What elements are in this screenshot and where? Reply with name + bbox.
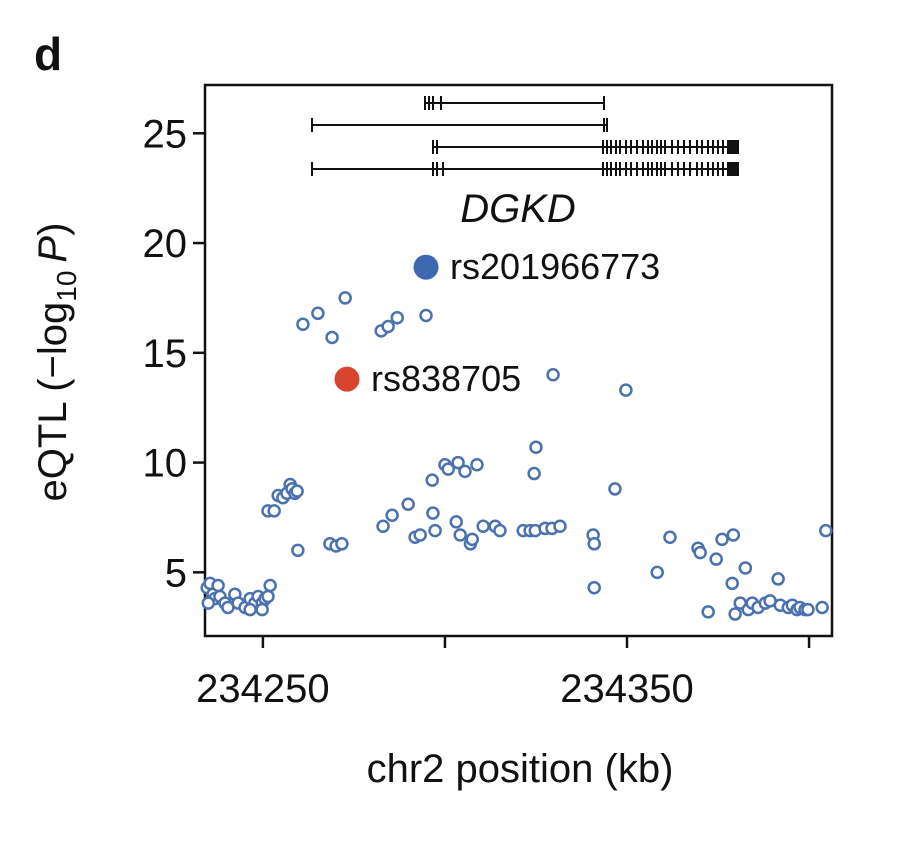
snp-point bbox=[261, 589, 275, 604]
snp-point bbox=[425, 473, 439, 487]
snp-point bbox=[390, 310, 405, 325]
panel-label: d bbox=[34, 28, 62, 80]
transcript bbox=[424, 96, 605, 110]
snp-point bbox=[381, 319, 395, 334]
snp-point bbox=[401, 497, 415, 512]
snp-point bbox=[335, 537, 349, 551]
y-tick-label: 20 bbox=[143, 222, 188, 266]
y-label-close: ) bbox=[31, 223, 75, 236]
y-axis-label: eQTL (−log10 P) bbox=[31, 223, 82, 502]
snp-point bbox=[290, 484, 304, 498]
snp-point bbox=[291, 543, 305, 558]
y-label-variable: P bbox=[31, 236, 75, 263]
snp-point bbox=[385, 508, 399, 523]
x-tick-label: 234350 bbox=[560, 667, 693, 711]
snp-point bbox=[338, 291, 352, 305]
snp-point bbox=[470, 458, 484, 472]
snp-point bbox=[426, 506, 440, 520]
x-tick-label: 234250 bbox=[196, 667, 329, 711]
snp-point bbox=[428, 523, 442, 538]
y-tick-label: 25 bbox=[143, 112, 188, 156]
snp-point bbox=[267, 504, 281, 518]
snp-point bbox=[725, 576, 739, 591]
snp-point bbox=[419, 308, 433, 323]
plot-frame bbox=[203, 83, 834, 638]
lead-snp bbox=[334, 366, 360, 392]
snp-point bbox=[451, 455, 465, 470]
snp-point bbox=[546, 368, 560, 382]
snp-point bbox=[815, 600, 829, 615]
snp-point bbox=[296, 317, 310, 332]
snp-point bbox=[587, 580, 601, 595]
x-axis-label: chr2 position (kb) bbox=[367, 747, 674, 791]
snp-point bbox=[701, 605, 715, 619]
gene-track bbox=[311, 96, 739, 176]
snp-point bbox=[726, 528, 741, 542]
snp-point bbox=[553, 519, 567, 533]
snp-point bbox=[255, 602, 269, 617]
snp-point bbox=[619, 383, 633, 397]
snp-point bbox=[449, 515, 463, 529]
exon-block bbox=[729, 140, 739, 154]
snp-point bbox=[476, 519, 490, 533]
y-tick-label: 15 bbox=[143, 332, 188, 376]
snp-point bbox=[413, 528, 427, 542]
y-label-text: eQTL (−log bbox=[31, 302, 75, 502]
snp-point bbox=[819, 523, 833, 538]
y-label-subscript: 10 bbox=[51, 271, 82, 302]
snp-point bbox=[527, 466, 541, 481]
snp-point bbox=[211, 578, 225, 593]
snp-point bbox=[441, 462, 455, 476]
transcript bbox=[311, 118, 608, 132]
snp-point bbox=[453, 528, 467, 542]
y-tick-label: 10 bbox=[143, 442, 188, 486]
snp-point bbox=[728, 607, 742, 621]
transcript bbox=[432, 140, 738, 154]
exon-block bbox=[729, 162, 739, 176]
snp-point bbox=[529, 440, 543, 454]
snp-point bbox=[608, 482, 622, 496]
snp-point bbox=[325, 330, 339, 345]
snp-point bbox=[465, 532, 480, 547]
lead-snp bbox=[413, 254, 439, 280]
snp-point bbox=[458, 464, 472, 479]
snp-label: rs838705 bbox=[371, 358, 521, 399]
snp-point bbox=[663, 530, 677, 544]
snp-point bbox=[587, 537, 601, 551]
snp-point bbox=[376, 519, 390, 533]
snp-point bbox=[801, 602, 815, 617]
snp-point bbox=[493, 523, 507, 538]
y-tick-label: 5 bbox=[165, 551, 187, 595]
snp-point bbox=[243, 602, 257, 617]
snp-point bbox=[771, 572, 785, 586]
snp-point bbox=[693, 545, 707, 560]
gene-label: DGKD bbox=[460, 187, 576, 231]
transcript bbox=[311, 162, 738, 176]
snp-point bbox=[715, 532, 729, 547]
snp-label: rs201966773 bbox=[450, 246, 660, 287]
snp-point bbox=[650, 565, 664, 580]
snp-point bbox=[311, 306, 325, 321]
snp-point bbox=[263, 578, 277, 593]
snp-point bbox=[201, 596, 216, 610]
snp-point bbox=[738, 561, 753, 575]
snp-point bbox=[709, 552, 723, 566]
